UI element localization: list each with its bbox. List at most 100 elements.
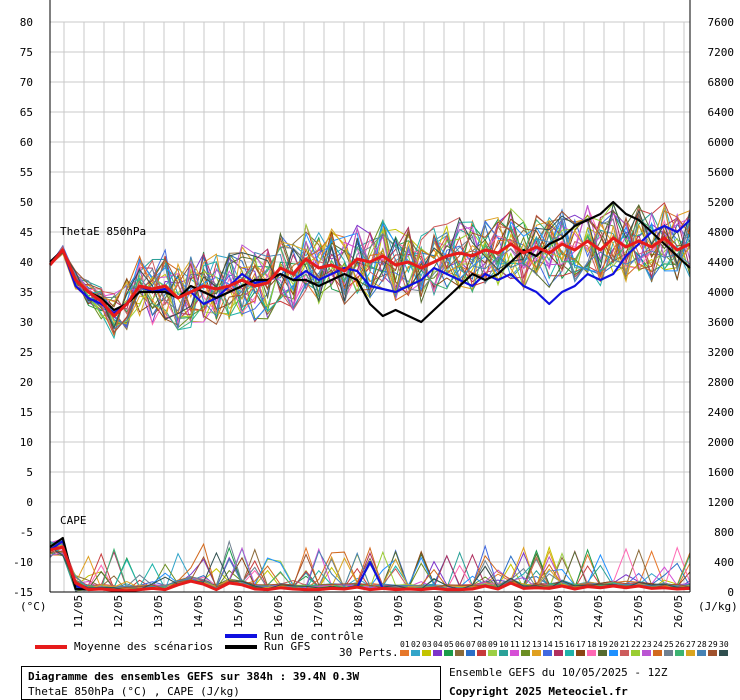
left-tick-label: 30 bbox=[20, 316, 33, 329]
right-tick-label: 6000 bbox=[708, 136, 735, 149]
pert-legend-number: 24 bbox=[653, 640, 663, 649]
right-tick-label: 6400 bbox=[708, 106, 735, 119]
pert-legend-number: 25 bbox=[664, 640, 674, 649]
right-tick-label: 4400 bbox=[708, 256, 735, 269]
thetae-panel-label: ThetaE 850hPa bbox=[60, 225, 146, 238]
pert-legend-swatch bbox=[642, 650, 651, 656]
left-tick-label: -15 bbox=[13, 586, 33, 599]
left-tick-label: 0 bbox=[26, 496, 33, 509]
pert-legend-number: 15 bbox=[554, 640, 564, 649]
pert-legend-number: 28 bbox=[697, 640, 707, 649]
pert-legend-number: 04 bbox=[433, 640, 443, 649]
pert-legend-number: 05 bbox=[444, 640, 454, 649]
copyright: Copyright 2025 Meteociel.fr bbox=[449, 685, 628, 698]
pert-legend-number: 30 bbox=[719, 640, 729, 649]
title-box: Diagramme des ensembles GEFS sur 384h : … bbox=[21, 666, 441, 700]
pert-legend-number: 11 bbox=[510, 640, 520, 649]
mean-legend-label: Moyenne des scénarios bbox=[74, 640, 214, 653]
gfs-legend-label: Run GFS bbox=[264, 640, 311, 653]
right-tick-label: 6800 bbox=[708, 76, 735, 89]
gfs-legend-line bbox=[225, 645, 257, 649]
pert-legend-swatch bbox=[708, 650, 717, 656]
pert-legend-swatch bbox=[411, 650, 420, 656]
right-tick-label: 0 bbox=[727, 586, 734, 599]
date-tick-label: 12/05 bbox=[112, 595, 125, 628]
pert-legend-swatch bbox=[455, 650, 464, 656]
right-tick-label: 7600 bbox=[708, 16, 735, 29]
pert-legend-number: 20 bbox=[609, 640, 619, 649]
left-tick-label: 25 bbox=[20, 346, 33, 359]
chart-title: Diagramme des ensembles GEFS sur 384h : … bbox=[28, 670, 360, 683]
pert-legend-swatch bbox=[433, 650, 442, 656]
pert-legend-swatch bbox=[521, 650, 530, 656]
right-tick-label: 4000 bbox=[708, 286, 735, 299]
pert-legend-number: 01 bbox=[400, 640, 410, 649]
date-tick-label: 24/05 bbox=[592, 595, 605, 628]
perturbation-cape-line bbox=[49, 542, 691, 590]
date-tick-label: 11/05 bbox=[72, 595, 85, 628]
pert-legend-swatch bbox=[598, 650, 607, 656]
pert-legend-number: 12 bbox=[521, 640, 531, 649]
pert-legend-swatch bbox=[620, 650, 629, 656]
perturbation-cape-line bbox=[49, 550, 691, 590]
pert-legend-number: 08 bbox=[477, 640, 487, 649]
date-tick-label: 19/05 bbox=[392, 595, 405, 628]
pert-legend-swatch bbox=[565, 650, 574, 656]
mean-thetae-line bbox=[48, 236, 691, 318]
pert-legend-number: 06 bbox=[455, 640, 465, 649]
pert-legend-swatch bbox=[631, 650, 640, 656]
right-tick-label: 1600 bbox=[708, 466, 735, 479]
pert-legend-swatch bbox=[609, 650, 618, 656]
right-tick-label: 2000 bbox=[708, 436, 735, 449]
right-tick-label: 7200 bbox=[708, 46, 735, 59]
right-tick-label: 3200 bbox=[708, 346, 735, 359]
pert-legend-number: 09 bbox=[488, 640, 498, 649]
right-axis-unit: (J/kg) bbox=[698, 600, 738, 613]
axes bbox=[49, 0, 691, 593]
pert-legend-swatch bbox=[466, 650, 475, 656]
pert-legend-swatch bbox=[697, 650, 706, 656]
pert-legend-number: 26 bbox=[675, 640, 685, 649]
pert-legend-swatch bbox=[554, 650, 563, 656]
left-tick-label: -5 bbox=[20, 526, 33, 539]
left-tick-label: 40 bbox=[20, 256, 33, 269]
pert-legend-swatch bbox=[587, 650, 596, 656]
pert-legend-swatch bbox=[686, 650, 695, 656]
pert-legend-swatch bbox=[422, 650, 431, 656]
left-tick-label: 35 bbox=[20, 286, 33, 299]
perturbation-cape-line bbox=[49, 542, 691, 590]
left-tick-label: 5 bbox=[26, 466, 33, 479]
right-tick-label: 1200 bbox=[708, 496, 735, 509]
pert-legend-number: 21 bbox=[620, 640, 630, 649]
pert-legend-number: 19 bbox=[598, 640, 608, 649]
date-tick-label: 25/05 bbox=[632, 595, 645, 628]
pert-legend-number: 22 bbox=[631, 640, 641, 649]
pert-legend-number: 07 bbox=[466, 640, 476, 649]
perturbation-lines bbox=[49, 202, 691, 592]
date-tick-label: 21/05 bbox=[472, 595, 485, 628]
left-tick-label: 70 bbox=[20, 76, 33, 89]
pert-legend-swatch bbox=[499, 650, 508, 656]
date-tick-label: 16/05 bbox=[272, 595, 285, 628]
pert-legend-number: 03 bbox=[422, 640, 432, 649]
left-tick-label: 20 bbox=[20, 376, 33, 389]
grid bbox=[50, 21, 690, 593]
right-tick-label: 2800 bbox=[708, 376, 735, 389]
left-tick-label: 50 bbox=[20, 196, 33, 209]
mean-legend-line bbox=[35, 645, 67, 649]
date-tick-label: 17/05 bbox=[312, 595, 325, 628]
date-tick-label: 15/05 bbox=[232, 595, 245, 628]
control-legend-label: Run de contrôle bbox=[264, 630, 364, 643]
right-tick-label: 5200 bbox=[708, 196, 735, 209]
gfs-thetae-line bbox=[49, 200, 691, 324]
pert-legend-swatch bbox=[477, 650, 486, 656]
left-tick-label: 80 bbox=[20, 16, 33, 29]
date-tick-label: 13/05 bbox=[152, 595, 165, 628]
left-tick-label: 65 bbox=[20, 106, 33, 119]
pert-legend-swatch bbox=[532, 650, 541, 656]
left-tick-label: 60 bbox=[20, 136, 33, 149]
pert-legend-swatch bbox=[400, 650, 409, 656]
pert-legend-swatch bbox=[675, 650, 684, 656]
